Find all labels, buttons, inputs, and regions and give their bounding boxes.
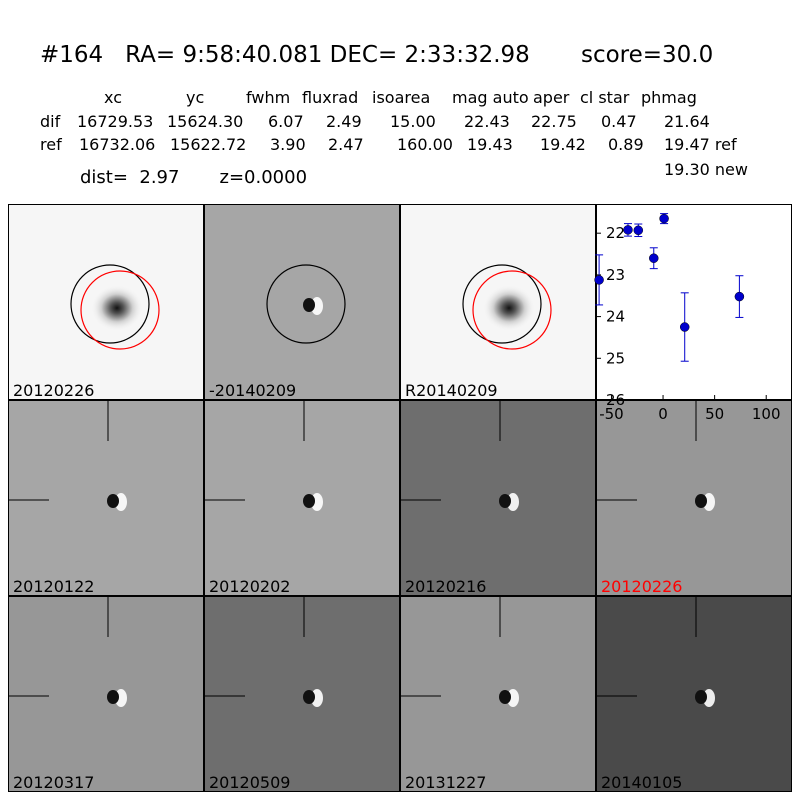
y-tick-label: 23 xyxy=(606,266,625,284)
dif-aperture-circle xyxy=(80,270,160,350)
panel-date-label: 20140105 xyxy=(601,773,683,792)
cutout-image xyxy=(597,597,715,707)
cutout-image xyxy=(597,401,715,511)
image-panel: 20120226 xyxy=(8,204,204,400)
panel-date-label: 20120509 xyxy=(209,773,291,792)
panel-date-label: 20120122 xyxy=(13,577,95,596)
column-header: mag auto xyxy=(452,88,529,107)
table-cell: 6.07 xyxy=(268,112,304,131)
data-point xyxy=(649,253,659,263)
table-cell: 15.00 xyxy=(390,112,436,131)
image-panel: 20131227 xyxy=(400,596,596,792)
column-header: cl star xyxy=(580,88,630,107)
lightcurve-chart: 22 23 24 25 26-50 0 50 100 xyxy=(594,213,781,423)
y-tick-label: 24 xyxy=(606,308,625,326)
image-panel: R20140209 xyxy=(400,204,596,400)
table-cell: 160.00 xyxy=(397,135,453,154)
table-cell: 22.75 xyxy=(531,112,577,131)
data-point xyxy=(734,291,745,302)
cutout-image xyxy=(9,401,127,511)
column-header: phmag xyxy=(641,88,697,107)
dipole-dark-lobe xyxy=(107,690,119,704)
data-point xyxy=(679,322,690,332)
panel-date-label: 20120216 xyxy=(405,577,487,596)
cutout-image xyxy=(266,264,346,344)
image-panel: 20120317 xyxy=(8,596,204,792)
dipole-dark-lobe xyxy=(303,690,315,704)
page-title: #164 RA= 9:58:40.081 DEC= 2:33:32.98 sco… xyxy=(40,42,714,68)
cutout-image xyxy=(9,597,127,707)
image-panel: -20140209 xyxy=(204,204,400,400)
panel-date-label: 20120226 xyxy=(601,577,683,596)
y-tick-label: 22 xyxy=(606,224,625,242)
data-point xyxy=(633,225,644,236)
column-header: fluxrad xyxy=(302,88,359,107)
lightcurve-plot-area xyxy=(596,204,792,400)
data-point xyxy=(659,213,669,224)
table-cell: 19.43 xyxy=(467,135,513,154)
cutout-image xyxy=(205,401,323,511)
table-cell: 2.47 xyxy=(328,135,364,154)
column-header: aper xyxy=(533,88,570,107)
row-label-ref: ref xyxy=(40,135,62,154)
column-header: fwhm xyxy=(246,88,291,107)
dipole-dark-lobe xyxy=(499,690,511,704)
table-cell: 3.90 xyxy=(270,135,306,154)
x-tick-label: 50 xyxy=(705,405,724,423)
data-point xyxy=(623,225,633,235)
panel-date-label: -20140209 xyxy=(209,381,297,400)
cutout-image xyxy=(401,401,519,511)
cutout-image xyxy=(205,597,323,707)
panel-date-label: 20120226 xyxy=(13,381,95,400)
row-label-dif: dif xyxy=(40,112,61,131)
panel-date-label: R20140209 xyxy=(405,381,498,400)
table-cell: 19.42 xyxy=(540,135,586,154)
y-tick-label: 26 xyxy=(606,391,625,409)
x-tick-label: 0 xyxy=(658,405,668,423)
source-blob xyxy=(483,285,535,331)
x-tick-label: -50 xyxy=(599,405,624,423)
table-cell: 16729.53 xyxy=(77,112,154,131)
data-point xyxy=(594,275,604,285)
table-cell: 2.49 xyxy=(326,112,362,131)
ref-aperture-circle xyxy=(462,264,542,344)
ref-aperture-circle xyxy=(266,264,346,344)
table-cell: 19.47 ref xyxy=(664,135,737,154)
table-cell: 21.64 xyxy=(664,112,710,131)
ref-aperture-circle xyxy=(70,264,150,344)
dif-aperture-circle xyxy=(472,270,552,350)
dipole-dark-lobe xyxy=(695,690,707,704)
image-panel: 20120216 xyxy=(400,400,596,596)
image-panel: 20120226 xyxy=(596,400,792,596)
table-cell: 15622.72 xyxy=(170,135,247,154)
source-blob xyxy=(91,285,143,331)
dipole-dark-lobe xyxy=(303,298,315,312)
dipole-dark-lobe xyxy=(107,494,119,508)
image-panel: 20120202 xyxy=(204,400,400,596)
panel-date-label: 20120202 xyxy=(209,577,291,596)
dist-line: dist= 2.97 z=0.0000 xyxy=(80,167,308,188)
table-cell: 15624.30 xyxy=(167,112,244,131)
panel-date-label: 20120317 xyxy=(13,773,95,792)
dipole-dark-lobe xyxy=(303,494,315,508)
table-cell: 0.89 xyxy=(608,135,644,154)
column-header: xc xyxy=(104,88,122,107)
new-mag: 19.30 new xyxy=(664,160,748,179)
table-cell: 22.43 xyxy=(464,112,510,131)
cutout-image xyxy=(70,264,160,350)
image-panel: 20140105 xyxy=(596,596,792,792)
dipole-dark-lobe xyxy=(695,494,707,508)
table-cell: 16732.06 xyxy=(79,135,156,154)
image-panel: 20120509 xyxy=(204,596,400,792)
cutout-image xyxy=(462,264,552,350)
cutout-image xyxy=(401,597,519,707)
x-tick-label: 100 xyxy=(752,405,781,423)
panel-date-label: 20131227 xyxy=(405,773,487,792)
dipole-dark-lobe xyxy=(499,494,511,508)
image-panel: 20120122 xyxy=(8,400,204,596)
y-tick-label: 25 xyxy=(606,349,625,367)
column-header: isoarea xyxy=(372,88,431,107)
table-cell: 0.47 xyxy=(601,112,637,131)
column-header: yc xyxy=(186,88,205,107)
